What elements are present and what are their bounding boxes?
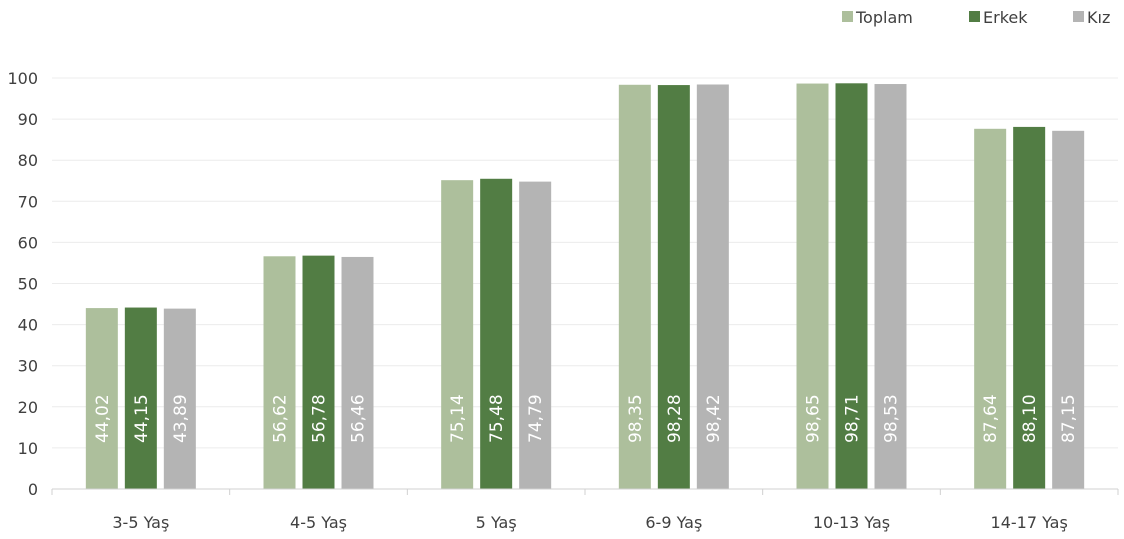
- x-tick-label: 6-9 Yaş: [645, 513, 702, 532]
- bar-value-label: 74,79: [526, 394, 546, 443]
- bar: [441, 180, 474, 489]
- bar-value-label: 98,71: [843, 394, 863, 443]
- bar: [657, 85, 690, 489]
- x-tick-label: 5 Yaş: [476, 513, 517, 532]
- bar: [302, 255, 335, 489]
- legend-label: Erkek: [983, 8, 1028, 27]
- legend-swatch: [1073, 11, 1084, 22]
- legend-label: Toplam: [855, 8, 913, 27]
- bar: [85, 308, 118, 489]
- x-axis: 3-5 Yaş 4-5 Yaş 5 Yaş 6-9 Yaş 10-13 Yaş 14-17…: [51, 488, 1119, 532]
- bar-value-label: 98,53: [882, 394, 902, 443]
- legend-label: Kız: [1087, 8, 1110, 27]
- bar-value-label: 87,15: [1059, 394, 1079, 443]
- y-tick-label: 90: [18, 110, 38, 129]
- bar-value-label: 88,10: [1020, 394, 1040, 443]
- bar-value-label: 43,89: [171, 394, 191, 443]
- y-tick-label: 60: [18, 233, 38, 252]
- y-tick-label: 100: [7, 69, 38, 88]
- bar: [163, 308, 196, 489]
- bar-value-label: 98,42: [704, 394, 724, 443]
- bar-value-label: 98,35: [626, 394, 646, 443]
- y-tick-label: 80: [18, 151, 38, 170]
- y-tick-label: 20: [18, 398, 38, 417]
- y-tick-label: 30: [18, 357, 38, 376]
- legend: Toplam Erkek Kız: [842, 8, 1110, 27]
- legend-swatch: [969, 11, 980, 22]
- bar: [796, 83, 829, 490]
- bar: [974, 128, 1007, 489]
- bar: [618, 84, 651, 490]
- bar-value-label: 87,64: [981, 394, 1001, 443]
- bar: [263, 256, 296, 489]
- y-tick-label: 0: [28, 480, 38, 499]
- bar: [1013, 126, 1046, 489]
- y-tick-label: 10: [18, 439, 38, 458]
- bar-value-label: 75,48: [487, 394, 507, 443]
- bar-value-label: 75,14: [448, 394, 468, 443]
- bar: [1052, 130, 1085, 489]
- bar-value-label: 56,78: [310, 394, 330, 443]
- bar-value-label: 98,28: [665, 394, 685, 443]
- bar: [124, 307, 157, 489]
- y-tick-label: 40: [18, 316, 38, 335]
- gridlines: [52, 77, 1118, 449]
- legend-swatch: [842, 11, 853, 22]
- bar-value-label: 56,46: [349, 394, 369, 443]
- bar-value-label: 44,15: [132, 394, 152, 443]
- bar: [480, 178, 513, 489]
- bar: [341, 256, 374, 489]
- bar-value-label: 98,65: [804, 394, 824, 443]
- y-axis-ticks: 0 10 20 30 40 50 60 70 80 90 100: [7, 69, 38, 499]
- y-tick-label: 70: [18, 192, 38, 211]
- bar: [874, 84, 907, 490]
- bar-value-label: 56,62: [271, 394, 291, 443]
- bar: [696, 84, 729, 489]
- x-tick-label: 3-5 Yaş: [112, 513, 169, 532]
- bar: [519, 181, 552, 489]
- bar-value-label: 44,02: [93, 394, 113, 443]
- x-tick-label: 4-5 Yaş: [290, 513, 347, 532]
- x-tick-label: 10-13 Yaş: [813, 513, 890, 532]
- bars: 44,02 44,15 43,89 56,62 56,78 56,46 75,14 75,48…: [85, 83, 1085, 490]
- bar: [835, 83, 868, 489]
- y-tick-label: 50: [18, 275, 38, 294]
- x-tick-label: 14-17 Yaş: [991, 513, 1068, 532]
